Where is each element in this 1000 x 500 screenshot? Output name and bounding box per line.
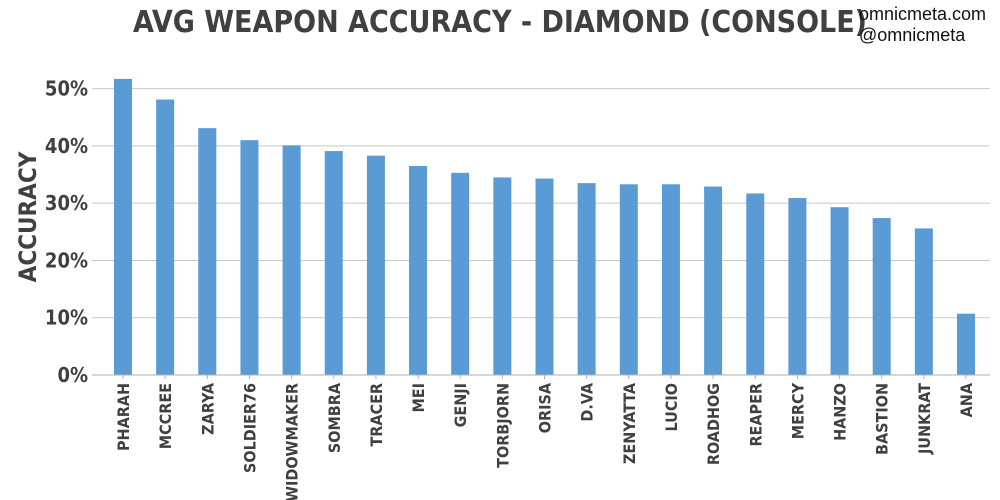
- x-tick-label: HANZO: [831, 383, 850, 441]
- x-tick-label: WIDOWMAKER: [283, 383, 302, 500]
- bar-mercy: [788, 198, 807, 375]
- bar-widowmaker: [282, 145, 301, 375]
- x-tick-label: TRACER: [367, 383, 386, 447]
- bar-sombra: [324, 151, 343, 375]
- x-tick-label: LUCIO: [662, 383, 681, 431]
- bars: [114, 78, 975, 376]
- bar-orisa: [535, 178, 554, 375]
- chart-title: AVG WEAPON ACCURACY - DIAMOND (CONSOLE): [133, 5, 867, 40]
- bar-lucio: [661, 184, 680, 375]
- bar-bastion: [872, 218, 891, 375]
- x-tick-label: GENJI: [451, 383, 470, 427]
- brand-credit: omnicmeta.com @omnicmeta: [859, 4, 986, 46]
- x-tick-label: BASTION: [873, 383, 892, 455]
- brand-website: omnicmeta.com: [858, 4, 986, 24]
- x-tick-label: TORBJORN: [493, 383, 512, 468]
- bar-soldier76: [240, 140, 259, 375]
- bar-torbjorn: [493, 177, 512, 375]
- x-tick-label: REAPER: [746, 383, 765, 447]
- x-tick-label: ORISA: [536, 382, 555, 433]
- y-tick-label: 20%: [45, 248, 88, 272]
- x-axis-ticks: PHARAH MCCREE ZARYA SOLDIER76 WIDOWMAKER SOMB…: [114, 375, 976, 500]
- bar-mccree: [156, 99, 175, 375]
- bar-genji: [451, 172, 470, 375]
- x-tick-label: PHARAH: [114, 383, 133, 451]
- y-tick-label: 40%: [45, 134, 88, 158]
- x-tick-label: MERCY: [788, 382, 807, 439]
- bar-zarya: [198, 128, 217, 375]
- bar-mei: [409, 165, 428, 375]
- bar-tracer: [366, 155, 385, 375]
- y-tick-label: 50%: [45, 77, 88, 101]
- bar-junkrat: [914, 228, 933, 375]
- brand-handle: @omnicmeta: [858, 25, 966, 45]
- x-tick-label: ZARYA: [198, 382, 217, 435]
- y-tick-label: 0%: [57, 363, 88, 387]
- bar-pharah: [114, 78, 132, 376]
- bar-dva: [577, 183, 596, 375]
- bar-ana: [957, 313, 975, 375]
- x-tick-label: SOLDIER76: [240, 383, 259, 473]
- y-tick-label: 30%: [45, 191, 88, 215]
- x-tick-label: MEI: [409, 383, 428, 413]
- bar-zenyatta: [619, 184, 638, 375]
- x-tick-label: ROADHOG: [704, 383, 723, 465]
- bar-hanzo: [830, 207, 849, 375]
- bar-roadhog: [704, 186, 723, 375]
- y-axis-ticks: 0% 10% 20% 30% 40% 50%: [45, 77, 88, 387]
- x-tick-label: ZENYATTA: [620, 382, 639, 464]
- y-tick-label: 10%: [45, 306, 88, 330]
- bar-reaper: [746, 193, 765, 375]
- x-tick-label: SOMBRA: [325, 382, 344, 453]
- y-axis-label: ACCURACY: [14, 151, 42, 282]
- x-tick-label: ANA: [957, 382, 976, 417]
- x-tick-label: JUNKRAT: [915, 383, 934, 455]
- x-tick-label: D.VA: [578, 382, 597, 421]
- x-tick-label: MCCREE: [156, 383, 175, 449]
